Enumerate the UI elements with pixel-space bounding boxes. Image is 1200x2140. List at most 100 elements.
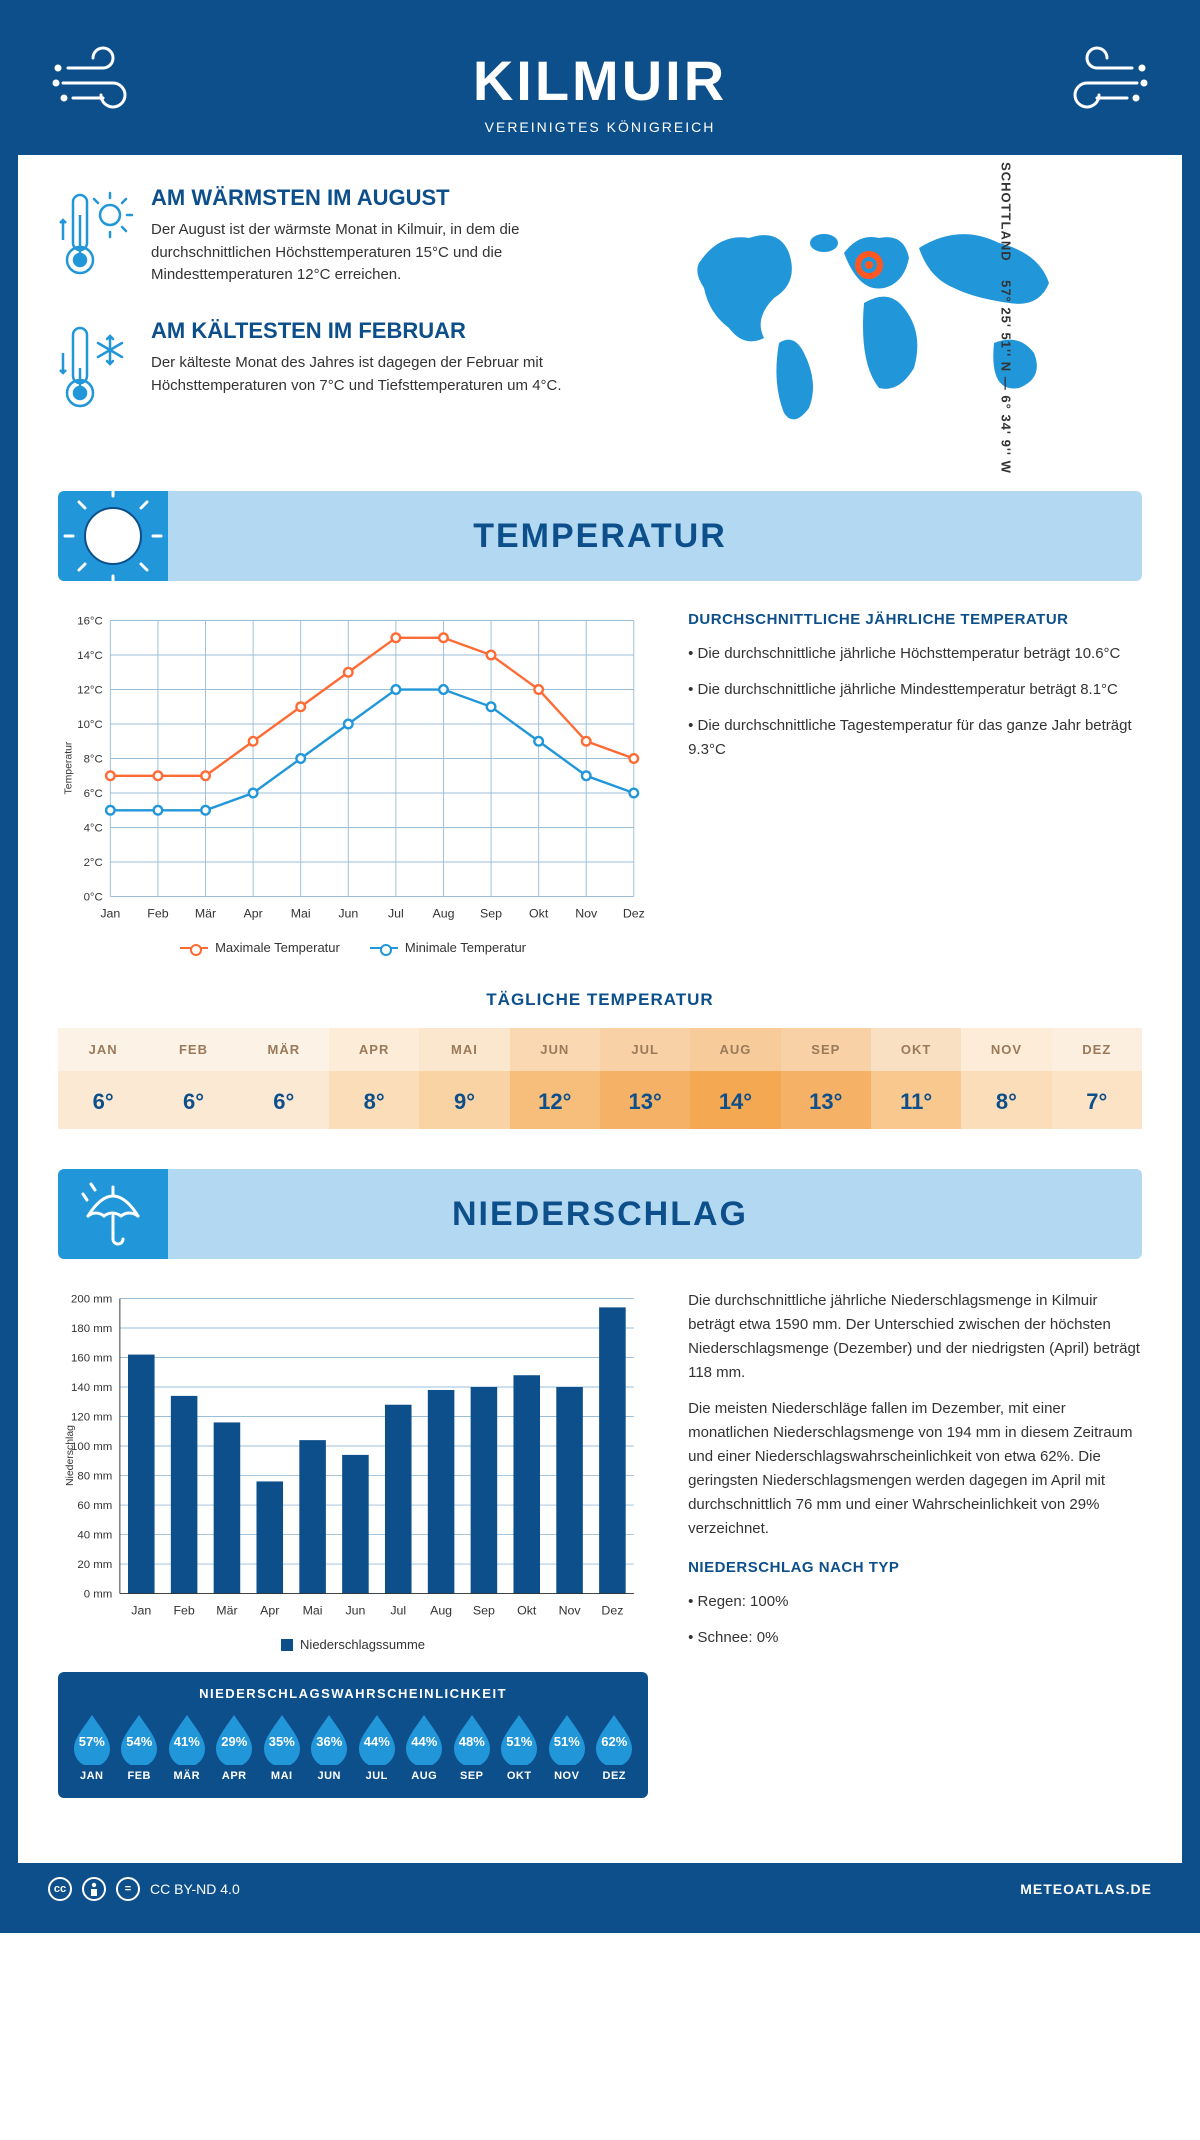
wind-icon-right bbox=[1052, 43, 1152, 123]
probability-drop: 54% FEB bbox=[118, 1713, 160, 1782]
legend-precip: Niederschlagssumme bbox=[281, 1637, 425, 1652]
heat-header-cell: FEB bbox=[148, 1028, 238, 1071]
probability-drop: 62% DEZ bbox=[593, 1713, 635, 1782]
heat-header-cell: MÄR bbox=[239, 1028, 329, 1071]
svg-text:Apr: Apr bbox=[243, 906, 262, 920]
probability-drop: 36% JUN bbox=[308, 1713, 350, 1782]
warmest-title: AM WÄRMSTEN IM AUGUST bbox=[151, 185, 585, 211]
thermometer-snow-icon bbox=[58, 318, 133, 423]
temperature-banner: TEMPERATUR bbox=[58, 491, 1142, 581]
svg-text:Nov: Nov bbox=[559, 1604, 582, 1618]
svg-text:6°C: 6°C bbox=[84, 788, 103, 800]
heat-header-cell: MAI bbox=[419, 1028, 509, 1071]
heat-header-cell: JUN bbox=[510, 1028, 600, 1071]
svg-text:12°C: 12°C bbox=[77, 684, 103, 696]
daily-temp-value-row: 6°6°6°8°9°12°13°14°13°11°8°7° bbox=[58, 1071, 1142, 1129]
svg-text:120 mm: 120 mm bbox=[71, 1411, 112, 1423]
svg-text:Dez: Dez bbox=[623, 906, 645, 920]
probability-drop: 44% AUG bbox=[403, 1713, 445, 1782]
svg-text:200 mm: 200 mm bbox=[71, 1293, 112, 1305]
svg-text:140 mm: 140 mm bbox=[71, 1382, 112, 1394]
probability-drop: 51% OKT bbox=[498, 1713, 540, 1782]
probability-drop: 29% APR bbox=[213, 1713, 255, 1782]
svg-text:180 mm: 180 mm bbox=[71, 1323, 112, 1335]
svg-text:Dez: Dez bbox=[601, 1604, 623, 1618]
svg-text:Mär: Mär bbox=[216, 1604, 237, 1618]
svg-text:Okt: Okt bbox=[517, 1604, 537, 1618]
probability-drop: 57% JAN bbox=[71, 1713, 113, 1782]
svg-text:Jun: Jun bbox=[345, 1604, 365, 1618]
heat-value-cell: 12° bbox=[510, 1071, 600, 1129]
legend-min-temp: Minimale Temperatur bbox=[370, 940, 526, 955]
heat-header-cell: JUL bbox=[600, 1028, 690, 1071]
precipitation-summary: Die durchschnittliche jährliche Niedersc… bbox=[688, 1289, 1142, 1662]
probability-drop: 48% SEP bbox=[451, 1713, 493, 1782]
svg-text:80 mm: 80 mm bbox=[77, 1470, 112, 1482]
heat-value-cell: 6° bbox=[239, 1071, 329, 1129]
temperature-summary: DURCHSCHNITTLICHE JÄHRLICHE TEMPERATUR D… bbox=[688, 611, 1142, 774]
precipitation-title: NIEDERSCHLAG bbox=[168, 1195, 1142, 1234]
svg-text:Mai: Mai bbox=[303, 1604, 323, 1618]
sun-icon bbox=[58, 491, 168, 581]
svg-text:Aug: Aug bbox=[432, 906, 454, 920]
legend-max-temp: Maximale Temperatur bbox=[180, 940, 340, 955]
coldest-text: Der kälteste Monat des Jahres ist dagege… bbox=[151, 352, 585, 397]
svg-text:Feb: Feb bbox=[147, 906, 168, 920]
heat-value-cell: 13° bbox=[781, 1071, 871, 1129]
location-title: KILMUIR bbox=[18, 48, 1182, 113]
svg-text:Apr: Apr bbox=[260, 1604, 279, 1618]
svg-text:Mär: Mär bbox=[195, 906, 216, 920]
svg-text:40 mm: 40 mm bbox=[77, 1529, 112, 1541]
heat-header-cell: APR bbox=[329, 1028, 419, 1071]
svg-text:100 mm: 100 mm bbox=[71, 1441, 112, 1453]
svg-text:Aug: Aug bbox=[430, 1604, 452, 1618]
svg-text:14°C: 14°C bbox=[77, 650, 103, 662]
nd-icon: = bbox=[116, 1877, 140, 1901]
heat-value-cell: 8° bbox=[961, 1071, 1051, 1129]
heat-value-cell: 13° bbox=[600, 1071, 690, 1129]
brand-text: METEOATLAS.DE bbox=[1020, 1881, 1152, 1897]
coordinates: SCHOTTLAND 57° 25' 51'' N — 6° 34' 9'' W bbox=[999, 162, 1014, 474]
heat-header-cell: NOV bbox=[961, 1028, 1051, 1071]
world-map: SCHOTTLAND 57° 25' 51'' N — 6° 34' 9'' W bbox=[615, 185, 1142, 451]
umbrella-icon bbox=[58, 1169, 168, 1259]
location-subtitle: VEREINIGTES KÖNIGREICH bbox=[18, 119, 1182, 135]
svg-text:0 mm: 0 mm bbox=[84, 1588, 113, 1600]
svg-text:4°C: 4°C bbox=[84, 822, 103, 834]
svg-text:Jun: Jun bbox=[338, 906, 358, 920]
footer: cc = CC BY-ND 4.0 METEOATLAS.DE bbox=[18, 1863, 1182, 1915]
heat-header-cell: OKT bbox=[871, 1028, 961, 1071]
warmest-text: Der August ist der wärmste Monat in Kilm… bbox=[151, 219, 585, 287]
svg-text:8°C: 8°C bbox=[84, 753, 103, 765]
svg-text:20 mm: 20 mm bbox=[77, 1559, 112, 1571]
svg-text:Jan: Jan bbox=[100, 906, 120, 920]
infographic-container: KILMUIR VEREINIGTES KÖNIGREICH AM WÄRMST… bbox=[0, 0, 1200, 1933]
license-text: CC BY-ND 4.0 bbox=[150, 1881, 240, 1897]
wind-icon-left bbox=[48, 43, 148, 123]
license-badges: cc = CC BY-ND 4.0 bbox=[48, 1877, 240, 1901]
daily-temp-heading: TÄGLICHE TEMPERATUR bbox=[58, 990, 1142, 1010]
heat-header-cell: DEZ bbox=[1052, 1028, 1142, 1071]
heat-value-cell: 9° bbox=[419, 1071, 509, 1129]
probability-drop: 51% NOV bbox=[546, 1713, 588, 1782]
heat-header-cell: AUG bbox=[690, 1028, 780, 1071]
svg-text:Temperatur: Temperatur bbox=[63, 741, 74, 794]
temperature-title: TEMPERATUR bbox=[168, 517, 1142, 556]
top-section: AM WÄRMSTEN IM AUGUST Der August ist der… bbox=[58, 185, 1142, 451]
temperature-chart: 0°C2°C4°C6°C8°C10°C12°C14°C16°CJanFebMär… bbox=[58, 611, 648, 955]
cc-icon: cc bbox=[48, 1877, 72, 1901]
heat-value-cell: 14° bbox=[690, 1071, 780, 1129]
svg-text:Niederschlag: Niederschlag bbox=[65, 1425, 76, 1486]
thermometer-sun-icon bbox=[58, 185, 133, 290]
probability-drop: 41% MÄR bbox=[166, 1713, 208, 1782]
svg-text:Sep: Sep bbox=[480, 906, 502, 920]
probability-drop: 44% JUL bbox=[356, 1713, 398, 1782]
svg-text:Mai: Mai bbox=[291, 906, 311, 920]
probability-drop: 35% MAI bbox=[261, 1713, 303, 1782]
svg-text:160 mm: 160 mm bbox=[71, 1352, 112, 1364]
svg-text:Feb: Feb bbox=[173, 1604, 194, 1618]
heat-value-cell: 7° bbox=[1052, 1071, 1142, 1129]
svg-text:2°C: 2°C bbox=[84, 857, 103, 869]
coldest-fact: AM KÄLTESTEN IM FEBRUAR Der kälteste Mon… bbox=[58, 318, 585, 423]
svg-text:0°C: 0°C bbox=[84, 891, 103, 903]
